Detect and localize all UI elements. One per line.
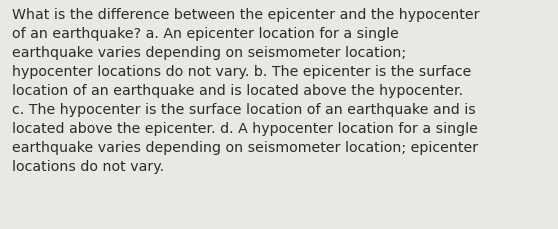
Text: What is the difference between the epicenter and the hypocenter
of an earthquake: What is the difference between the epice…: [12, 8, 480, 173]
